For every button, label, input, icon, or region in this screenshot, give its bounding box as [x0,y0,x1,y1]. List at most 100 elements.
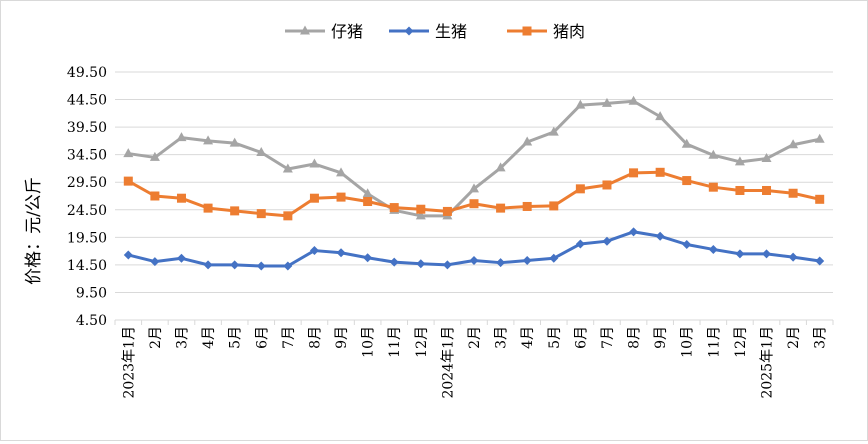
data-point [788,139,799,149]
x-tick-label: 11月 [387,326,403,358]
data-point [442,206,452,216]
x-tick-label: 2月 [786,326,802,349]
x-tick-label: 6月 [254,326,270,349]
x-tick-label: 11月 [706,326,722,358]
data-point [575,99,586,109]
data-point [176,193,186,203]
x-tick-label: 7月 [600,326,616,349]
data-point [363,197,373,207]
x-tick-label: 4月 [201,326,217,349]
data-point [150,191,160,201]
data-point [814,133,825,143]
y-tick-label: 9.50 [76,285,107,301]
x-tick-label: 6月 [573,326,589,349]
data-point [788,252,798,262]
y-tick-label: 19.50 [67,230,107,246]
data-point [601,97,612,107]
data-point [203,135,214,145]
data-point [788,188,798,198]
data-point [548,126,559,136]
legend-label: 仔猪 [331,22,363,41]
legend-item: 仔猪 [285,22,363,41]
x-tick-label: 3月 [174,326,190,349]
data-point [123,250,133,260]
data-point [735,185,745,195]
x-tick-label: 10月 [361,326,377,358]
x-tick-label: 4月 [520,326,536,349]
legend-item: 猪肉 [507,22,585,41]
data-point [256,146,267,156]
data-point [708,244,718,254]
data-point [336,192,346,202]
data-point [362,188,373,198]
data-point [363,253,373,263]
x-tick-label: 2025年1月 [760,326,776,399]
y-axis-title: 价格：元/公斤 [24,177,44,285]
data-point [655,167,665,177]
data-point [283,261,293,271]
data-point [735,249,745,259]
x-tick-label: 8月 [307,326,323,349]
x-tick-label: 3月 [494,326,510,349]
data-point [123,176,133,186]
x-axis: 2023年1月 2月 3月 4月 5月 6月 7月 8月 9月 10月 11月 12月 2024年1月 2… [114,319,834,399]
data-point [629,227,639,237]
data-point [203,260,213,270]
data-point [761,153,772,163]
data-point [336,248,346,258]
data-point [389,203,399,213]
data-point [628,95,639,105]
legend-label: 猪肉 [553,22,585,41]
y-tick-label: 44.50 [67,93,107,109]
data-point [522,255,532,265]
data-point [629,168,639,178]
data-point [522,201,532,211]
y-tick-label: 4.50 [76,313,107,329]
y-tick-label: 14.50 [67,258,107,274]
legend: 仔猪 生猪 猪肉 [285,22,585,41]
data-point [150,257,160,267]
data-point [469,199,479,209]
y-tick-label: 29.50 [67,175,107,191]
series-仔猪 [123,95,825,220]
data-point [230,206,240,216]
data-point [176,132,187,142]
data-point [815,256,825,266]
y-axis: 4.50 9.50 14.50 19.50 24.50 29.50 34.50 39.50 44… [67,65,107,329]
x-tick-label: 2024年1月 [440,326,456,399]
data-point [229,137,240,147]
data-point [469,183,479,193]
data-point [404,26,414,36]
data-point [415,210,426,220]
data-point [575,239,585,249]
x-tick-label: 9月 [334,326,350,349]
data-point [309,193,319,203]
data-point [655,231,665,241]
data-point [469,255,479,265]
x-tick-label: 9月 [653,326,669,349]
data-point [549,201,559,211]
y-tick-label: 49.50 [67,65,107,81]
data-point [283,211,293,221]
y-tick-label: 39.50 [67,120,107,136]
y-tick-label: 34.50 [67,148,107,164]
data-point [442,260,452,270]
x-tick-label: 8月 [627,326,643,349]
data-point [256,209,266,219]
data-point [123,148,134,158]
data-point [256,261,266,271]
data-point [602,236,612,246]
x-tick-label: 12月 [414,326,430,358]
x-tick-label: 3月 [813,326,829,349]
data-point [522,136,533,146]
data-point [682,176,692,186]
data-point [681,138,692,148]
x-tick-label: 2月 [148,326,164,349]
grid-lines [115,71,833,321]
data-point [734,156,745,166]
data-point [762,249,772,259]
data-point [149,151,160,161]
data-point [230,260,240,270]
